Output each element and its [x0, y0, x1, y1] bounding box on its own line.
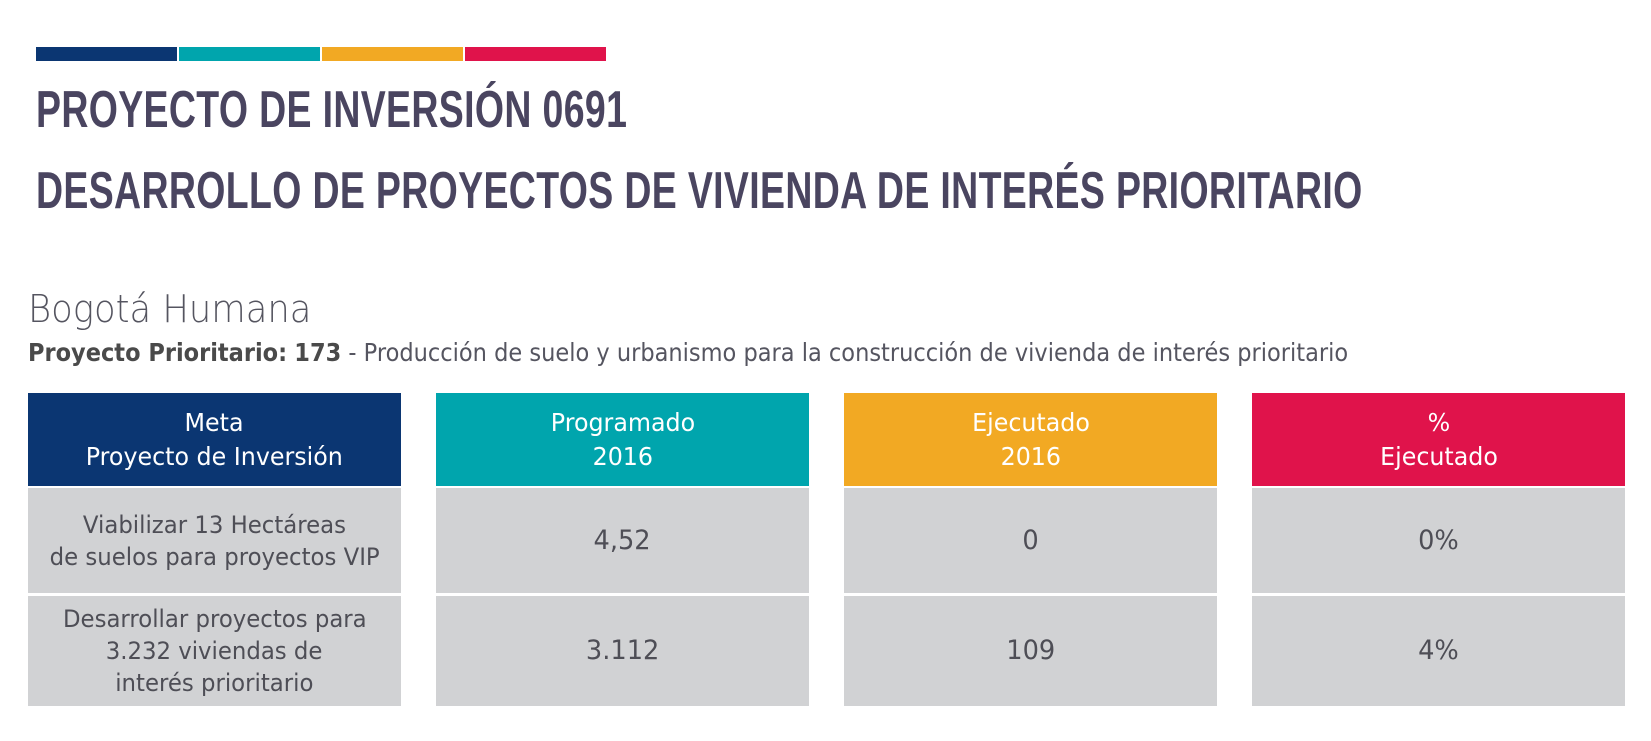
meta-row1-line2: de suelos para proyectos VIP: [49, 542, 380, 571]
column-header-programado-line2: 2016: [592, 441, 653, 471]
porcentaje-cell-row2: 4%: [1252, 596, 1625, 706]
ejecutado-cell-row2: 109: [844, 596, 1217, 706]
column-programado: Programado 2016 4,52 3.112: [436, 393, 809, 706]
column-header-ejecutado: Ejecutado 2016: [844, 393, 1217, 486]
plan-name: Bogotá Humana: [28, 287, 312, 331]
accent-bar-red: [465, 47, 606, 61]
priority-project-number: 173: [294, 338, 342, 367]
column-header-meta-line1: Meta: [185, 407, 244, 437]
ejecutado-row1-value: 0: [1022, 524, 1039, 556]
porcentaje-row2-value: 4%: [1418, 635, 1459, 666]
porcentaje-cell-row1: 0%: [1252, 488, 1625, 593]
accent-bar-navy: [36, 47, 177, 61]
priority-project-label: Proyecto Prioritario:: [28, 338, 288, 367]
column-header-porcentaje: % Ejecutado: [1252, 393, 1625, 486]
accent-bar-teal: [179, 47, 320, 61]
column-header-porcentaje-line2: Ejecutado: [1379, 441, 1498, 471]
meta-row2-line2: 3.232 viviendas de: [106, 637, 323, 665]
column-header-ejecutado-line2: 2016: [1000, 441, 1061, 471]
meta-cell-row2: Desarrollar proyectos para 3.232 viviend…: [28, 596, 401, 706]
column-header-programado: Programado 2016: [436, 393, 809, 486]
meta-cell-row1: Viabilizar 13 Hectáreas de suelos para p…: [28, 488, 401, 593]
page-title-line2: DESARROLLO DE PROYECTOS DE VIVIENDA DE I…: [36, 162, 1363, 220]
column-header-ejecutado-line1: Ejecutado: [971, 407, 1090, 437]
accent-bar-yellow: [322, 47, 463, 61]
meta-row2-line3: interés prioritario: [115, 669, 314, 697]
programado-cell-row2: 3.112: [436, 596, 809, 706]
column-header-meta-line2: Proyecto de Inversión: [85, 441, 344, 471]
ejecutado-cell-row1: 0: [844, 488, 1217, 593]
programado-row1-value: 4,52: [593, 524, 652, 556]
meta-row1-line1: Viabilizar 13 Hectáreas: [82, 510, 347, 539]
meta-row2-line1: Desarrollar proyectos para: [62, 605, 367, 633]
priority-project-line: Proyecto Prioritario: 173 - Producción d…: [28, 337, 1348, 369]
column-meta: Meta Proyecto de Inversión Viabilizar 13…: [28, 393, 401, 706]
programado-row2-value: 3.112: [585, 635, 660, 666]
ejecutado-row2-value: 109: [1006, 635, 1055, 666]
page-title-line1: PROYECTO DE INVERSIÓN 0691: [36, 81, 628, 139]
porcentaje-row1-value: 0%: [1418, 524, 1459, 556]
column-header-meta: Meta Proyecto de Inversión: [28, 393, 401, 486]
column-header-programado-line1: Programado: [550, 407, 695, 437]
priority-project-description: - Producción de suelo y urbanismo para l…: [341, 338, 1349, 367]
column-header-porcentaje-line1: %: [1427, 407, 1450, 437]
column-porcentaje: % Ejecutado 0% 4%: [1252, 393, 1625, 706]
column-ejecutado: Ejecutado 2016 0 109: [844, 393, 1217, 706]
programado-cell-row1: 4,52: [436, 488, 809, 593]
